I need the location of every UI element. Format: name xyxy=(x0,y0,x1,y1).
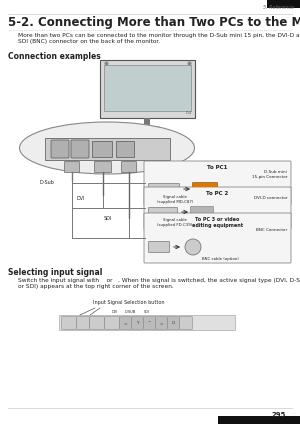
FancyBboxPatch shape xyxy=(104,65,191,111)
FancyBboxPatch shape xyxy=(134,127,160,134)
Bar xyxy=(144,118,150,128)
Text: To PC 2: To PC 2 xyxy=(206,191,229,196)
FancyBboxPatch shape xyxy=(132,317,143,329)
Text: D-Sub mini
15-pin Connector: D-Sub mini 15-pin Connector xyxy=(251,170,287,179)
FancyBboxPatch shape xyxy=(94,162,112,173)
FancyBboxPatch shape xyxy=(116,141,134,157)
FancyBboxPatch shape xyxy=(144,213,291,263)
Text: 5. Reference: 5. Reference xyxy=(263,5,294,10)
Text: 295: 295 xyxy=(272,412,286,418)
FancyBboxPatch shape xyxy=(64,162,80,173)
FancyBboxPatch shape xyxy=(92,141,112,157)
Text: More than two PCs can be connected to the monitor through the D-Sub mini 15 pin,: More than two PCs can be connected to th… xyxy=(18,33,300,44)
FancyBboxPatch shape xyxy=(148,207,178,217)
Text: SDI: SDI xyxy=(144,310,150,314)
Text: DVI: DVI xyxy=(112,310,118,314)
Bar xyxy=(218,416,300,424)
FancyBboxPatch shape xyxy=(148,184,179,193)
Text: BNC cable (option): BNC cable (option) xyxy=(202,257,239,261)
Text: Selecting input signal: Selecting input signal xyxy=(8,268,102,277)
Text: D-4: D-4 xyxy=(186,111,192,115)
FancyBboxPatch shape xyxy=(156,317,167,329)
FancyBboxPatch shape xyxy=(144,187,291,229)
Text: Signal cable
(supplied FD-C39): Signal cable (supplied FD-C39) xyxy=(158,218,193,226)
FancyBboxPatch shape xyxy=(77,317,89,329)
FancyBboxPatch shape xyxy=(120,317,131,329)
Bar xyxy=(267,0,300,8)
Text: ^: ^ xyxy=(148,321,151,325)
FancyBboxPatch shape xyxy=(100,60,195,118)
FancyBboxPatch shape xyxy=(62,317,76,329)
FancyBboxPatch shape xyxy=(180,317,192,329)
Text: To PC1: To PC1 xyxy=(207,165,228,170)
Text: Y: Y xyxy=(136,321,139,325)
Text: BNC Connector: BNC Connector xyxy=(256,228,287,232)
Text: DVI-D connector: DVI-D connector xyxy=(254,196,287,200)
FancyBboxPatch shape xyxy=(148,242,170,253)
Text: Input Signal Selection button: Input Signal Selection button xyxy=(93,300,164,305)
Text: Connection examples: Connection examples xyxy=(8,52,101,61)
FancyBboxPatch shape xyxy=(122,162,136,173)
FancyBboxPatch shape xyxy=(144,317,155,329)
FancyBboxPatch shape xyxy=(59,315,236,330)
FancyBboxPatch shape xyxy=(168,317,179,329)
Text: To PC 3 or video
editing equipment: To PC 3 or video editing equipment xyxy=(192,217,243,228)
FancyBboxPatch shape xyxy=(71,140,89,158)
FancyBboxPatch shape xyxy=(190,206,214,218)
Text: >: > xyxy=(160,321,163,325)
Text: O: O xyxy=(172,321,175,325)
Text: Signal cable
(supplied MD-C87): Signal cable (supplied MD-C87) xyxy=(157,195,193,204)
Text: 5-2. Connecting More than Two PCs to the Monitor: 5-2. Connecting More than Two PCs to the… xyxy=(8,16,300,29)
FancyBboxPatch shape xyxy=(144,161,291,205)
Circle shape xyxy=(185,239,201,255)
Text: SDI: SDI xyxy=(103,215,112,220)
Text: <: < xyxy=(124,321,127,325)
FancyBboxPatch shape xyxy=(51,140,69,158)
FancyBboxPatch shape xyxy=(193,182,217,195)
FancyBboxPatch shape xyxy=(90,317,104,329)
Text: D-SUB: D-SUB xyxy=(124,310,136,314)
Ellipse shape xyxy=(20,122,194,174)
Bar xyxy=(45,138,170,160)
Text: Switch the input signal with    or   . When the signal is switched, the active s: Switch the input signal with or . When t… xyxy=(18,278,300,289)
Text: D-Sub: D-Sub xyxy=(39,181,54,186)
FancyBboxPatch shape xyxy=(105,317,119,329)
Text: DVI: DVI xyxy=(76,195,85,201)
